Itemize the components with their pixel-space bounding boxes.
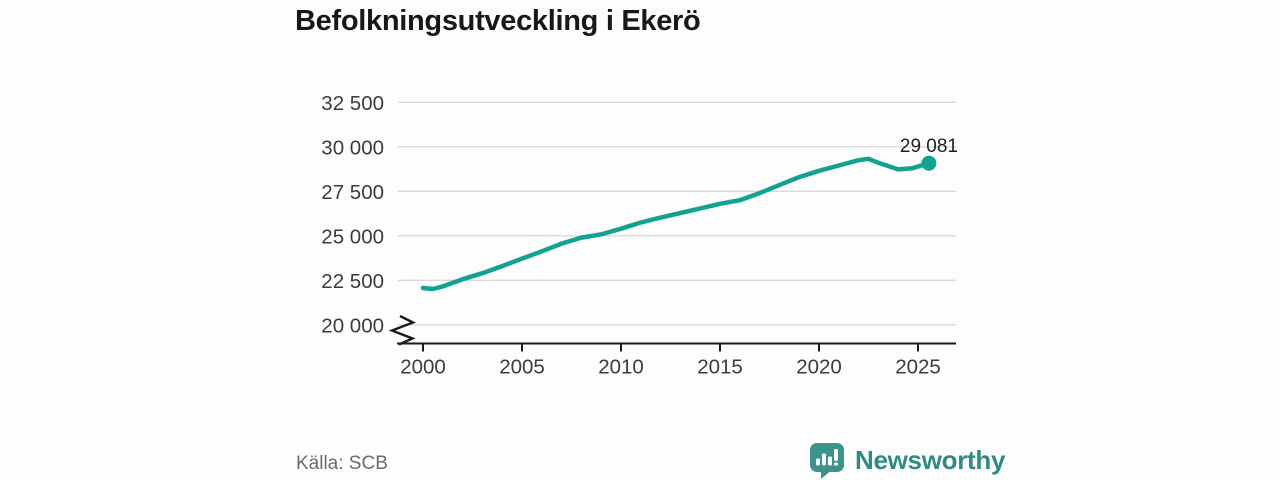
x-axis-tick-label: 2020 (796, 356, 842, 379)
newsworthy-logo: Newsworthy (808, 441, 1005, 479)
y-axis-tick-label: 20 000 (321, 314, 384, 337)
x-axis-tick-label: 2010 (598, 356, 644, 379)
y-axis-tick-label: 27 500 (321, 181, 384, 204)
x-axis (388, 314, 956, 352)
source-note: Källa: SCB (296, 453, 388, 474)
newsworthy-speech-bubble-bar-chart-icon (810, 443, 844, 479)
y-axis-tick-label: 30 000 (321, 136, 384, 159)
data-series: 29 081 (420, 136, 958, 292)
x-axis-tick-label: 2000 (400, 356, 446, 379)
x-axis-tick-label: 2005 (499, 356, 545, 379)
bar-chart-glyph (816, 449, 838, 466)
gridlines (398, 101, 956, 326)
y-axis-tick-label: 25 000 (321, 225, 384, 248)
x-axis-tick-label: 2025 (895, 356, 941, 379)
y-axis-tick-label: 32 500 (321, 92, 384, 115)
x-axis-tick-label: 2015 (697, 356, 743, 379)
y-axis-tick-label: 22 500 (321, 270, 384, 293)
y-axis-labels: 20 000 22 500 25 000 27 500 30 000 32 500 (321, 92, 384, 337)
x-axis-labels: 2000 2005 2010 2015 2020 2025 (400, 356, 941, 379)
end-point-value-label: 29 081 (900, 136, 958, 157)
axis-break-zigzag (388, 314, 416, 346)
end-point-dot (921, 155, 937, 171)
population-line (420, 156, 932, 292)
newsworthy-logo-text: Newsworthy (855, 444, 1006, 475)
page-title: Befolkningsutveckling i Ekerö (295, 5, 701, 37)
